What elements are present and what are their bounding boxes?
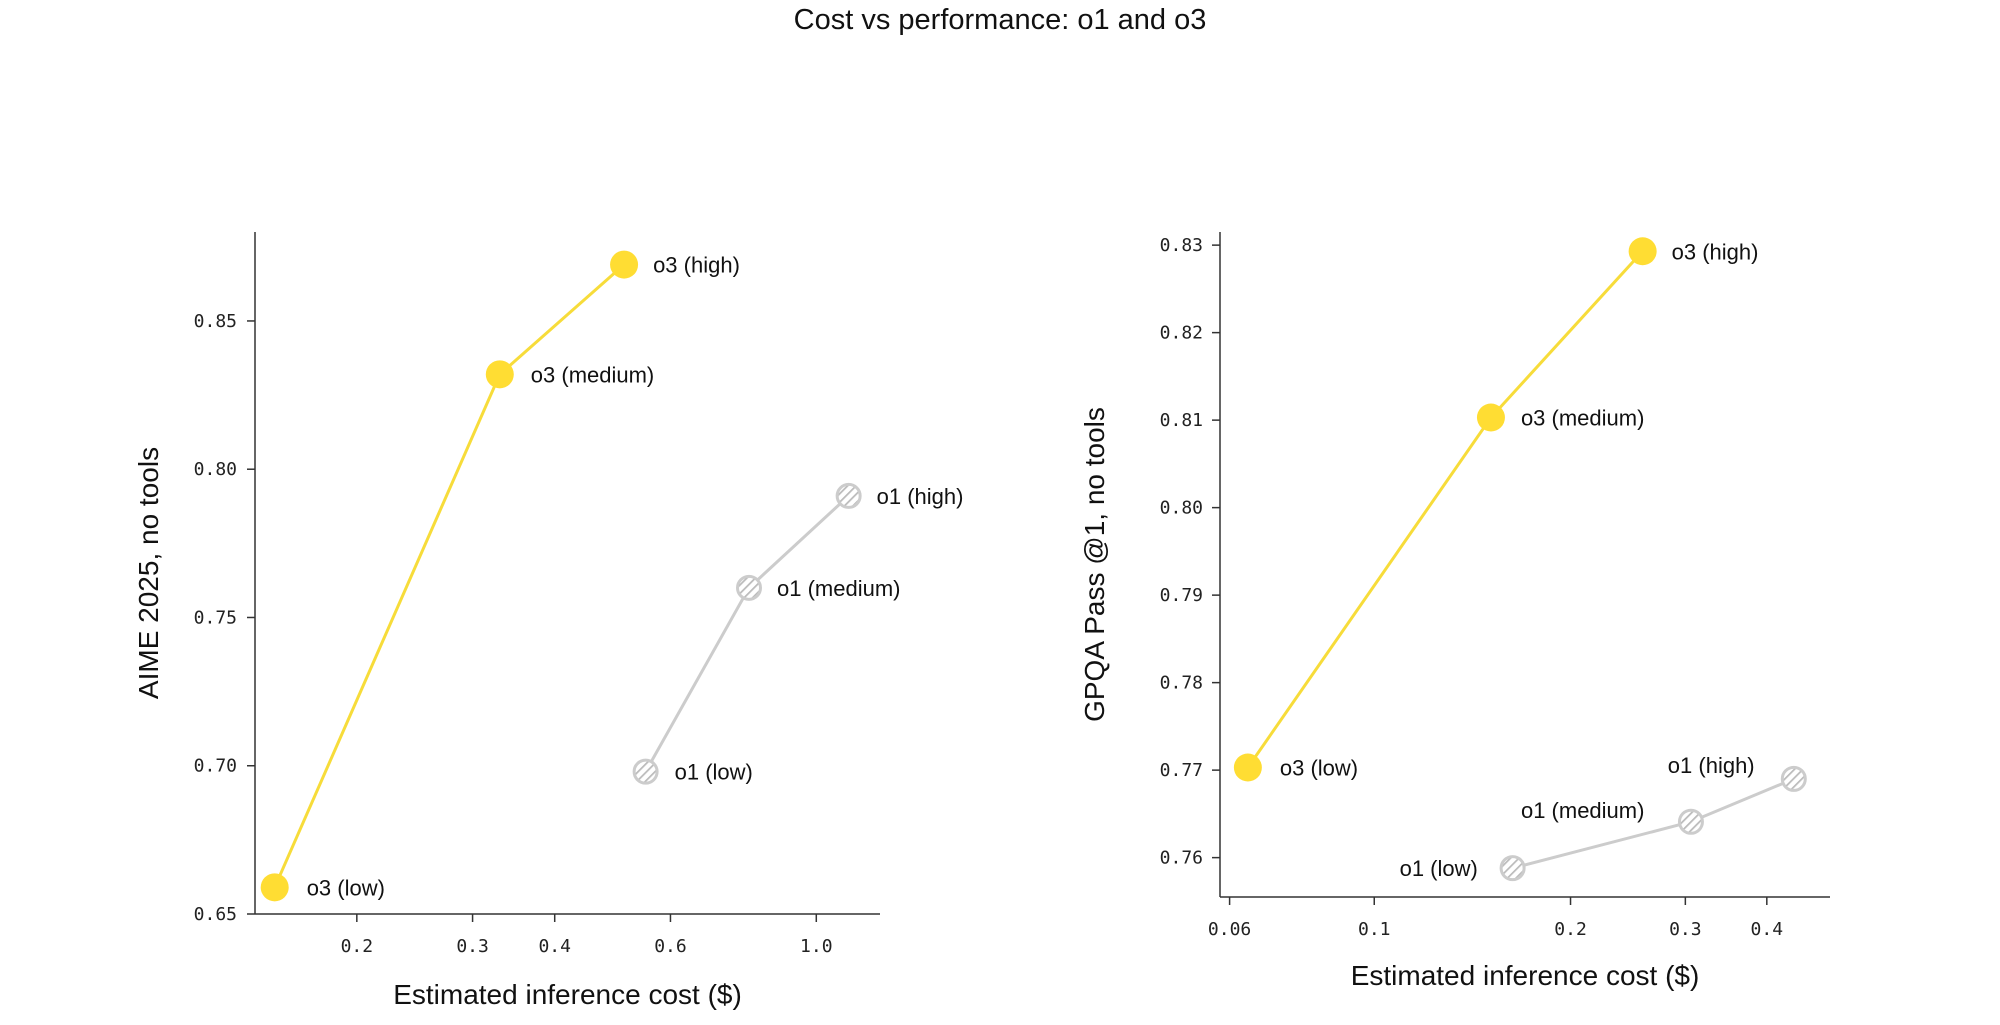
y-tick-label: 0.65: [194, 904, 237, 925]
point-label: o3 (high): [1672, 239, 1759, 264]
point-label: o1 (medium): [1521, 798, 1644, 823]
y-tick-label: 0.80: [1160, 498, 1203, 519]
y-axis-title: GPQA Pass @1, no tools: [1079, 407, 1110, 722]
point-label: o1 (high): [1668, 753, 1755, 778]
point-label: o3 (medium): [1521, 406, 1644, 431]
point-label: o1 (low): [1400, 856, 1478, 881]
y-tick-label: 0.85: [194, 311, 237, 332]
point-label: o1 (medium): [777, 576, 900, 601]
o3-data-point: [260, 873, 289, 902]
y-tick-label: 0.78: [1160, 673, 1203, 694]
o3-data-point: [1233, 753, 1262, 782]
o1-data-point: [835, 482, 862, 509]
o1-series-line: [1512, 777, 1795, 870]
o3-series-line: [1246, 250, 1644, 769]
x-axis-title: Estimated inference cost ($): [1351, 960, 1700, 991]
o1-data-point: [1780, 765, 1807, 792]
x-tick-label: 0.1: [1358, 919, 1391, 940]
x-tick-label: 0.2: [341, 936, 374, 957]
x-axis-title: Estimated inference cost ($): [393, 979, 742, 1010]
o1-data-point: [736, 574, 763, 601]
x-tick-label: 0.3: [456, 936, 489, 957]
o1-data-point: [1677, 808, 1704, 835]
y-tick-label: 0.80: [194, 459, 237, 480]
o1-series-line: [644, 494, 850, 773]
aime-chart-panel: 0.65 0.70 0.75 0.80 0.85 0.2 0.3 0.4 0.6 1.0 Estim…: [133, 232, 963, 1010]
o1-data-point: [1499, 855, 1526, 882]
point-label: o3 (low): [307, 875, 385, 900]
x-tick-label: 0.2: [1554, 919, 1587, 940]
point-label: o3 (low): [1280, 756, 1358, 781]
point-label: o3 (medium): [531, 362, 654, 387]
y-tick-label: 0.75: [194, 607, 237, 628]
o3-data-point: [1628, 237, 1657, 266]
o3-data-point: [1476, 403, 1505, 432]
x-tick-label: 0.6: [654, 936, 687, 957]
point-label: o1 (low): [675, 760, 753, 785]
gpqa-chart-panel: 0.76 0.77 0.78 0.79 0.80 0.81 0.82 0.83 0.06 0.1 0…: [1079, 232, 1830, 991]
y-tick-label: 0.70: [194, 756, 237, 777]
o3-data-point: [485, 360, 514, 389]
o3-series-line: [273, 263, 626, 888]
o3-data-point: [610, 250, 639, 279]
x-tick-label: 0.4: [538, 936, 571, 957]
point-label: o1 (high): [877, 484, 964, 509]
x-tick-label: 0.4: [1751, 919, 1784, 940]
y-tick-label: 0.82: [1160, 323, 1203, 344]
y-tick-label: 0.79: [1160, 585, 1203, 606]
y-tick-label: 0.76: [1160, 848, 1203, 869]
x-tick-label: 1.0: [800, 936, 833, 957]
y-tick-label: 0.83: [1160, 235, 1203, 256]
y-tick-label: 0.77: [1160, 760, 1203, 781]
y-axis-title: AIME 2025, no tools: [133, 447, 164, 699]
x-tick-label: 0.06: [1208, 919, 1251, 940]
x-tick-label: 0.3: [1669, 919, 1702, 940]
chart-title: Cost vs performance: o1 and o3: [793, 4, 1207, 36]
o1-data-point: [632, 758, 659, 785]
point-label: o3 (high): [653, 253, 740, 278]
y-tick-label: 0.81: [1160, 410, 1203, 431]
